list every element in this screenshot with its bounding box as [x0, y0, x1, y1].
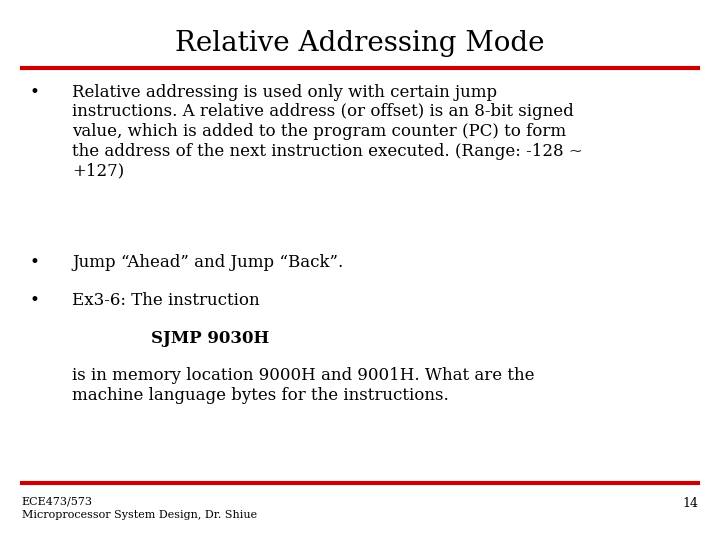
Text: Microprocessor System Design, Dr. Shiue: Microprocessor System Design, Dr. Shiue: [22, 510, 257, 521]
Text: •: •: [30, 254, 40, 271]
Text: Jump “Ahead” and Jump “Back”.: Jump “Ahead” and Jump “Back”.: [72, 254, 343, 271]
Text: 14: 14: [683, 497, 698, 510]
Text: Relative addressing is used only with certain jump
instructions. A relative addr: Relative addressing is used only with ce…: [72, 84, 583, 179]
Text: Relative Addressing Mode: Relative Addressing Mode: [175, 30, 545, 57]
Text: SJMP 9030H: SJMP 9030H: [151, 330, 269, 347]
Text: is in memory location 9000H and 9001H. What are the
machine language bytes for t: is in memory location 9000H and 9001H. W…: [72, 367, 534, 404]
Text: Ex3-6: The instruction: Ex3-6: The instruction: [72, 292, 260, 308]
Text: •: •: [30, 84, 40, 100]
Text: ECE473/573: ECE473/573: [22, 497, 93, 507]
Text: •: •: [30, 292, 40, 308]
